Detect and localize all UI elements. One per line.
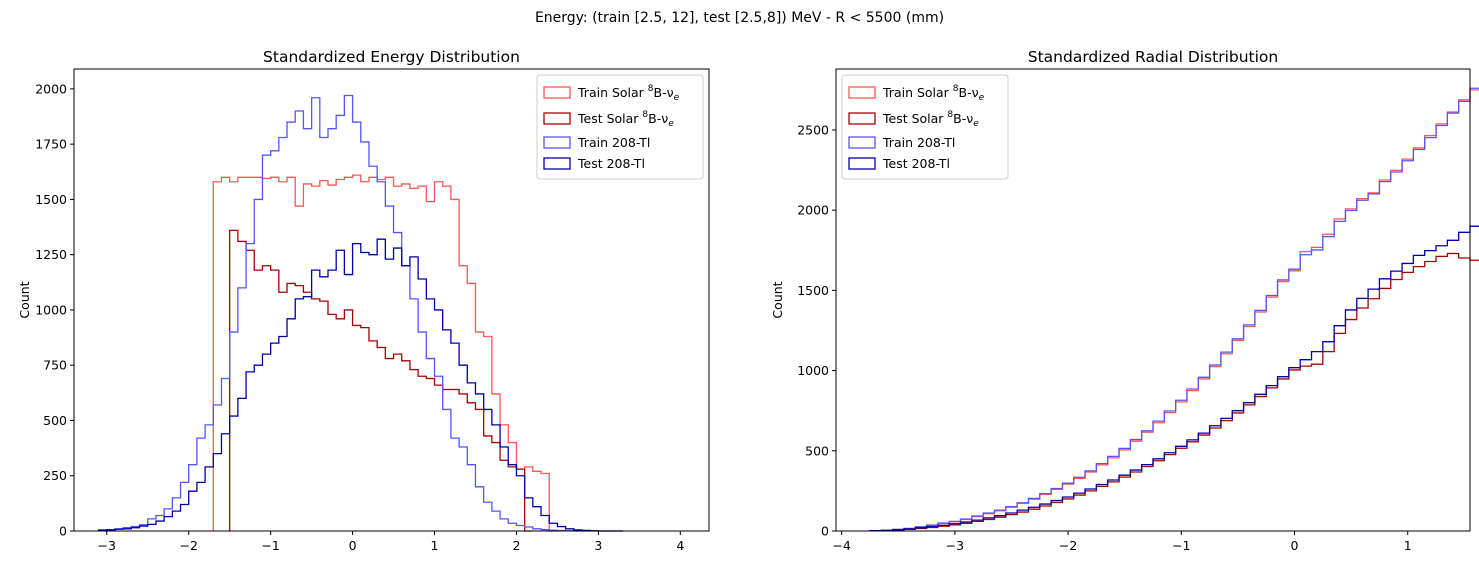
x-tick-label: 0	[349, 538, 357, 553]
legend-swatch-train-solar	[543, 86, 571, 99]
legend-swatch-train-solar	[848, 86, 876, 99]
axes-frame	[73, 68, 710, 532]
x-tick-label: 4	[676, 538, 684, 553]
y-tick-label: 0	[59, 524, 67, 539]
x-tick-label: −3	[946, 538, 964, 553]
legend: Train Solar 8B-νe Test Solar 8B-νe Train 2…	[536, 74, 704, 180]
y-tick-label: 1500	[797, 283, 829, 298]
y-tick-label: 500	[805, 443, 829, 458]
x-tick-label: −1	[261, 538, 279, 553]
figure-suptitle: Energy: (train [2.5, 12], test [2.5,8]) …	[535, 10, 944, 26]
histogram-test-solar-line	[229, 229, 533, 532]
legend-swatch-test-tl208	[543, 157, 571, 170]
x-tick-label: −4	[832, 538, 850, 553]
legend-label-test-solar: Test Solar 8B-νe	[577, 110, 674, 129]
x-tick-label: −3	[98, 538, 116, 553]
y-tick-label: 2000	[797, 203, 829, 218]
legend-swatch-train-tl208	[848, 136, 876, 149]
y-tick-label: 750	[43, 358, 67, 373]
y-tick-label: 1000	[797, 363, 829, 378]
y-axis-label: Count	[770, 281, 785, 318]
legend-swatch-test-tl208	[848, 157, 876, 170]
legend-box	[841, 74, 1009, 180]
x-tick-label: 0	[1291, 538, 1299, 553]
y-tick-label: 2000	[35, 81, 67, 96]
legend-label-train-tl208: Train 208-Tl	[882, 135, 955, 150]
legend-swatch-train-tl208	[543, 136, 571, 149]
chart-title: Standardized Radial Distribution	[1028, 48, 1279, 66]
legend-label-train-solar: Train Solar 8B-νe	[577, 84, 680, 103]
y-tick-label: 1500	[35, 192, 67, 207]
legend-swatch-test-solar	[848, 112, 876, 125]
legend: Train Solar 8B-νe Test Solar 8B-νe Train 2…	[841, 74, 1009, 180]
radial-distribution-panel: −4 −3 −2 −1 0 1 0 500 1000 1500 2000 2500 Count Stand…	[770, 48, 1479, 553]
y-tick-label: 1750	[35, 137, 67, 152]
chart-title: Standardized Energy Distribution	[263, 48, 520, 66]
y-tick-label: 1250	[35, 247, 67, 262]
y-axis-label: Count	[17, 281, 32, 318]
x-tick-label: 1	[1404, 538, 1412, 553]
histogram-test-tl208-line	[869, 225, 1479, 532]
y-tick-label: 2500	[797, 122, 829, 137]
histogram-test-tl208-line	[97, 238, 623, 532]
legend-swatch-test-solar	[543, 112, 571, 125]
histogram-train-tl208-line	[869, 87, 1479, 532]
energy-distribution-panel: −3 −2 −1 0 1 2 3 4 0 250 500 750 1000 1250 1500 1750 200…	[17, 48, 710, 553]
legend-label-test-tl208: Test 208-Tl	[577, 156, 645, 171]
histogram-train-tl208-line	[97, 94, 623, 532]
x-tick-label: −1	[1172, 538, 1190, 553]
legend-label-train-tl208: Train 208-Tl	[577, 135, 650, 150]
legend-label-train-solar: Train Solar 8B-νe	[882, 84, 985, 103]
y-tick-label: 250	[43, 468, 67, 483]
legend-label-test-tl208: Test 208-Tl	[882, 156, 950, 171]
histogram-train-solar-line	[212, 174, 558, 532]
y-tick-label: 0	[821, 524, 829, 539]
x-tick-label: 1	[431, 538, 439, 553]
x-tick-label: −2	[179, 538, 197, 553]
x-tick-label: 2	[512, 538, 520, 553]
x-tick-label: 3	[594, 538, 602, 553]
y-tick-label: 1000	[35, 302, 67, 317]
histogram-test-solar-line	[869, 252, 1479, 532]
axes-frame	[835, 68, 1471, 532]
legend-label-test-solar: Test Solar 8B-νe	[882, 110, 979, 129]
x-tick-label: −2	[1059, 538, 1077, 553]
legend-box	[536, 74, 704, 180]
y-tick-label: 500	[43, 413, 67, 428]
